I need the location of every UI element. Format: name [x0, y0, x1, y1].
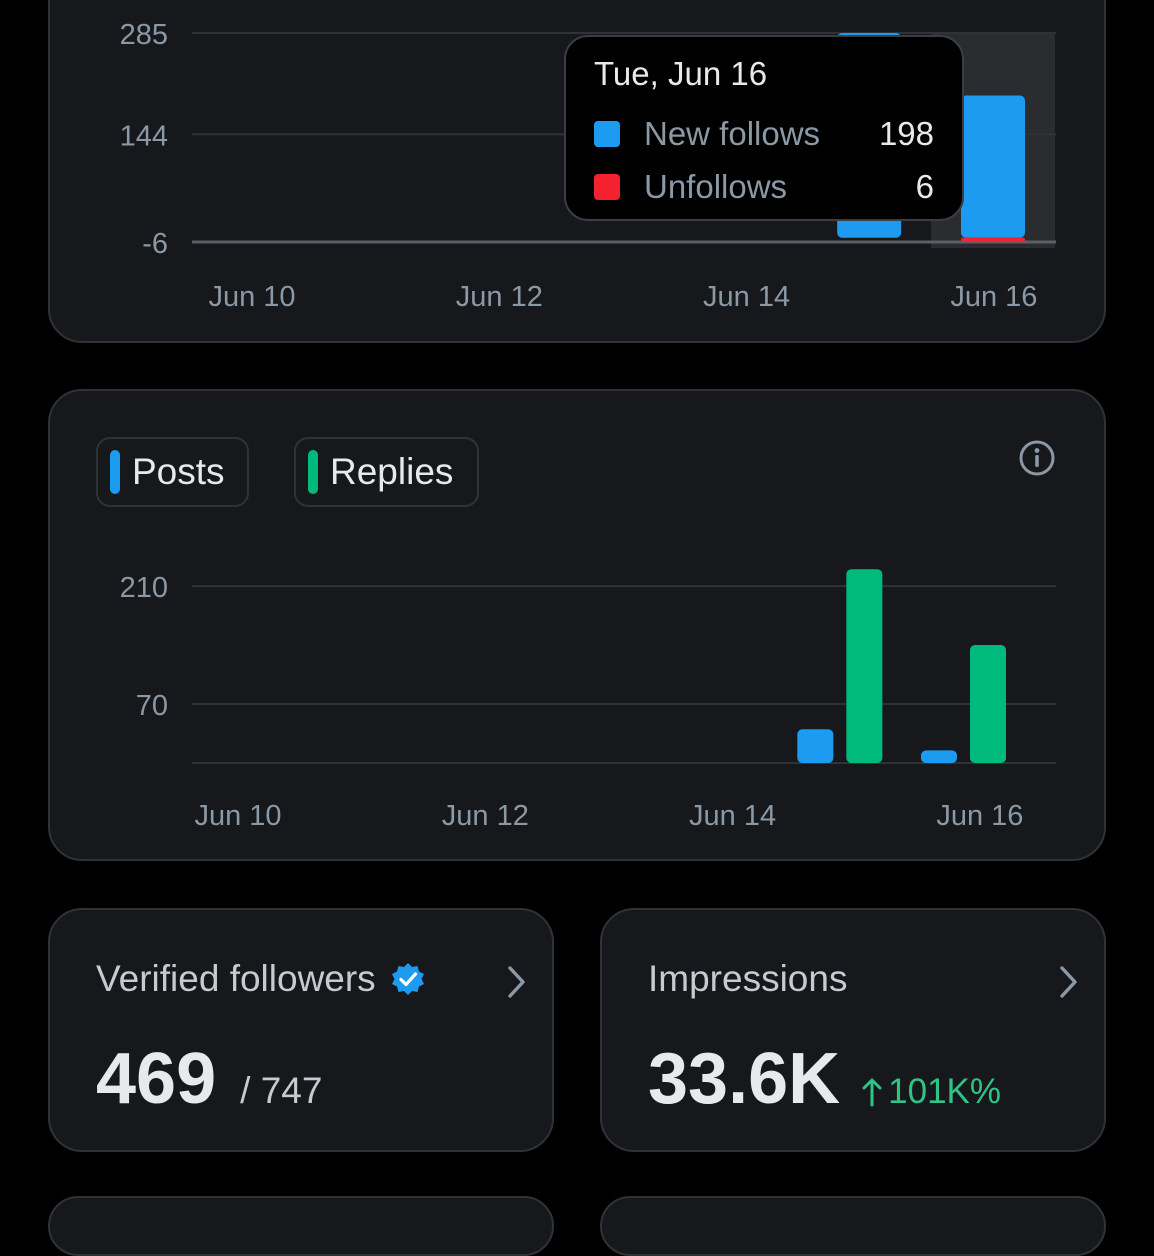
stat-number: 469 — [96, 1039, 217, 1119]
stat-title-text: Impressions — [648, 958, 848, 999]
verified-followers-card[interactable]: Verified followers 469 / 747 — [48, 908, 554, 1152]
new-follows-bar — [961, 95, 1025, 238]
legend-label: Replies — [330, 451, 454, 492]
impressions-value: 33.6K 101K% — [648, 1038, 1001, 1120]
verified-badge-icon — [391, 963, 424, 995]
chart-tooltip: Tue, Jun 16 New follows 198 Unfollows 6 — [564, 35, 964, 221]
x-tick-label: Jun 16 — [950, 281, 1037, 313]
y-tick-label: 285 — [120, 19, 168, 51]
stat-change-value: 101K% — [888, 1072, 1002, 1111]
impressions-card[interactable]: Impressions 33.6K 101K% — [600, 908, 1106, 1152]
stat-change: 101K% — [862, 1072, 1001, 1112]
tooltip-value: 6 — [915, 167, 934, 205]
verified-followers-title: Verified followers — [96, 958, 426, 1000]
x-tick-label: Jun 14 — [689, 800, 776, 832]
activity-chart-card: Posts Replies 210 70 Jun 10 Jun 12 Jun 14 Jun… — [48, 389, 1106, 861]
info-icon[interactable] — [1018, 439, 1056, 477]
stat-title-text: Verified followers — [96, 958, 376, 999]
tooltip-label: New follows — [644, 114, 821, 152]
legend-posts-toggle[interactable]: Posts — [96, 437, 249, 507]
x-tick-label: Jun 12 — [442, 800, 529, 832]
x-tick-label: Jun 12 — [456, 281, 543, 313]
y-tick-label: -6 — [142, 228, 168, 260]
followers-chart-card: 285 144 -6 Jun 10 Jun 12 Jun 14 Jun 16 Tue, Ju… — [48, 0, 1106, 343]
tooltip-row-new-follows: New follows 198 — [594, 107, 934, 160]
x-tick-label: Jun 14 — [703, 281, 790, 313]
verified-followers-value: 469 / 747 — [96, 1038, 322, 1120]
chevron-right-icon[interactable] — [506, 964, 528, 1000]
new-follows-swatch — [594, 120, 620, 147]
y-tick-label: 70 — [136, 690, 168, 722]
impressions-title: Impressions — [648, 958, 847, 1000]
stat-number: 33.6K — [648, 1039, 841, 1119]
next-stat-card[interactable] — [600, 1196, 1106, 1256]
activity-chart[interactable]: 210 70 Jun 10 Jun 12 Jun 14 Jun 16 — [50, 391, 1108, 863]
y-tick-label: 144 — [120, 120, 168, 152]
arrow-up-icon — [862, 1078, 882, 1107]
tooltip-row-unfollows: Unfollows 6 — [594, 160, 934, 213]
stat-total: / 747 — [240, 1070, 323, 1111]
y-tick-label: 210 — [120, 572, 168, 604]
unfollows-bar — [961, 237, 1025, 242]
x-tick-label: Jun 16 — [936, 800, 1023, 832]
posts-bar — [797, 729, 834, 763]
x-tick-label: Jun 10 — [208, 281, 295, 313]
legend-replies-toggle[interactable]: Replies — [294, 437, 479, 507]
replies-bar — [846, 569, 883, 763]
tooltip-value: 198 — [878, 114, 934, 152]
replies-bar — [970, 645, 1006, 763]
replies-color-mark — [308, 450, 318, 494]
posts-color-mark — [110, 450, 120, 494]
tooltip-date: Tue, Jun 16 — [594, 55, 768, 92]
posts-bar — [921, 750, 957, 763]
chevron-right-icon[interactable] — [1058, 964, 1080, 1000]
next-stat-card[interactable] — [48, 1196, 554, 1256]
x-tick-label: Jun 10 — [194, 800, 281, 832]
legend-label: Posts — [132, 451, 225, 492]
unfollows-swatch — [594, 173, 620, 200]
tooltip-label: Unfollows — [644, 167, 788, 205]
